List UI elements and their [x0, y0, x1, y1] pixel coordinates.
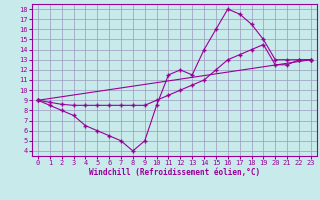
X-axis label: Windchill (Refroidissement éolien,°C): Windchill (Refroidissement éolien,°C) — [89, 168, 260, 177]
